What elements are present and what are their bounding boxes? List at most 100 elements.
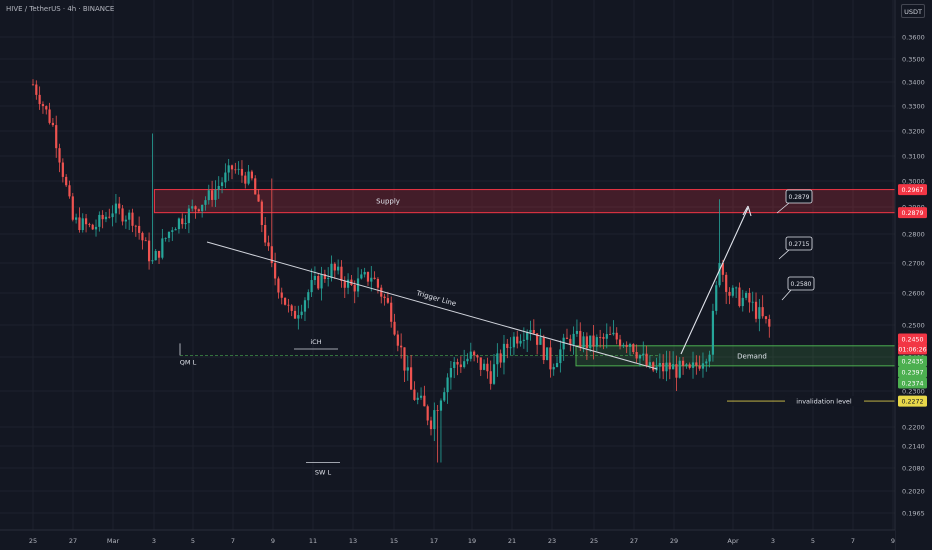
candle-body (741, 297, 744, 307)
candle-body (35, 84, 38, 95)
candle-body (201, 204, 204, 212)
candle-body (436, 410, 439, 411)
candle-body (101, 214, 104, 220)
candle-body (678, 360, 681, 378)
candle-body (366, 272, 370, 282)
price-label-demand-bg (898, 355, 927, 367)
candle-body (264, 224, 267, 243)
candle-body (167, 231, 171, 238)
invalidation-label-bg (785, 396, 864, 407)
candle-body (214, 189, 217, 200)
currency-selector[interactable]: USDT (901, 4, 925, 18)
candle-body (403, 347, 406, 371)
candle-body (413, 389, 416, 400)
symbol-title: HIVE / TetherUS · 4h · BINANCE (6, 5, 115, 13)
candle-body (768, 319, 771, 327)
candle-body (383, 296, 386, 299)
candle-body (446, 377, 449, 393)
candle-body (31, 84, 35, 86)
candle-body (728, 291, 731, 296)
candle-body (144, 240, 147, 242)
candle-body (174, 229, 177, 231)
candle-body (134, 225, 137, 227)
time-tick-label: 27 (69, 537, 77, 545)
supply-zone (153, 189, 896, 214)
candle-body (658, 363, 661, 367)
candle-body (725, 274, 728, 292)
time-tick-label: 3 (152, 537, 156, 545)
candle-body (552, 367, 555, 370)
candle-body (512, 336, 516, 348)
price-tick-label: 0.3200 (902, 127, 925, 135)
candle-body (227, 165, 230, 173)
candle-body (94, 226, 98, 230)
candle-body (545, 347, 549, 361)
candle-body (731, 287, 734, 296)
candle-body (71, 196, 74, 220)
candle-body (370, 277, 373, 282)
price-label-timer-bg (898, 343, 927, 355)
candle-body (194, 206, 197, 210)
candle-body (681, 360, 685, 366)
candle-body (75, 217, 78, 220)
candle-body (496, 353, 499, 365)
candle-body (234, 169, 237, 171)
candle-body (121, 208, 124, 222)
candle-body (476, 355, 479, 358)
candle-body (638, 355, 642, 359)
candle-body (672, 364, 675, 370)
candle-body (204, 200, 207, 205)
candle-body (386, 298, 389, 303)
grid-lines (0, 0, 895, 530)
candle-body (443, 392, 446, 401)
candle-body (48, 109, 51, 123)
candle-body (764, 316, 768, 320)
candle-body (599, 337, 602, 338)
candle-body (267, 242, 270, 247)
candle-body (509, 347, 512, 349)
candle-body (754, 301, 758, 319)
candle-body (45, 106, 48, 110)
candle-body (240, 168, 244, 176)
candle-body (65, 176, 68, 186)
candle-body (333, 263, 336, 271)
candle-body (181, 218, 184, 225)
candle-body (154, 250, 157, 261)
candle-body (609, 334, 612, 335)
candle-body (473, 351, 476, 356)
price-tick-label: 0.2500 (902, 321, 925, 329)
candle-body (220, 182, 224, 186)
price-label-demand: 0.2397 (901, 369, 923, 376)
candle-body (353, 285, 356, 292)
price-label-supply-bg (898, 207, 927, 219)
price-tick-label: 0.3500 (902, 55, 925, 63)
candle-body (665, 362, 668, 372)
candle-body (748, 292, 751, 303)
candle-body (688, 364, 691, 368)
candle-body (662, 363, 665, 372)
target-pointer (781, 289, 792, 301)
candle-body (151, 260, 154, 262)
candle-body (217, 185, 220, 190)
candle-body (410, 367, 413, 390)
time-tick-label: 19 (468, 537, 476, 545)
invalidation-label: invalidation level (796, 397, 852, 405)
candle-body (751, 301, 754, 303)
candle-body (108, 216, 111, 218)
price-tick-label: 0.2800 (902, 230, 925, 238)
candle-body (118, 203, 121, 209)
candle-body (184, 223, 187, 225)
price-label-invalidation: 0.2272 (901, 398, 923, 405)
candle-body (469, 351, 472, 359)
candle-body (652, 362, 655, 371)
time-tick-label: 29 (670, 537, 678, 545)
target-pointer (776, 202, 790, 214)
candle-body (277, 278, 280, 293)
candle-body (625, 344, 628, 347)
price-label-timer: 01:06:26 (898, 346, 926, 353)
candle-body (416, 397, 419, 400)
candle-body (237, 168, 240, 170)
